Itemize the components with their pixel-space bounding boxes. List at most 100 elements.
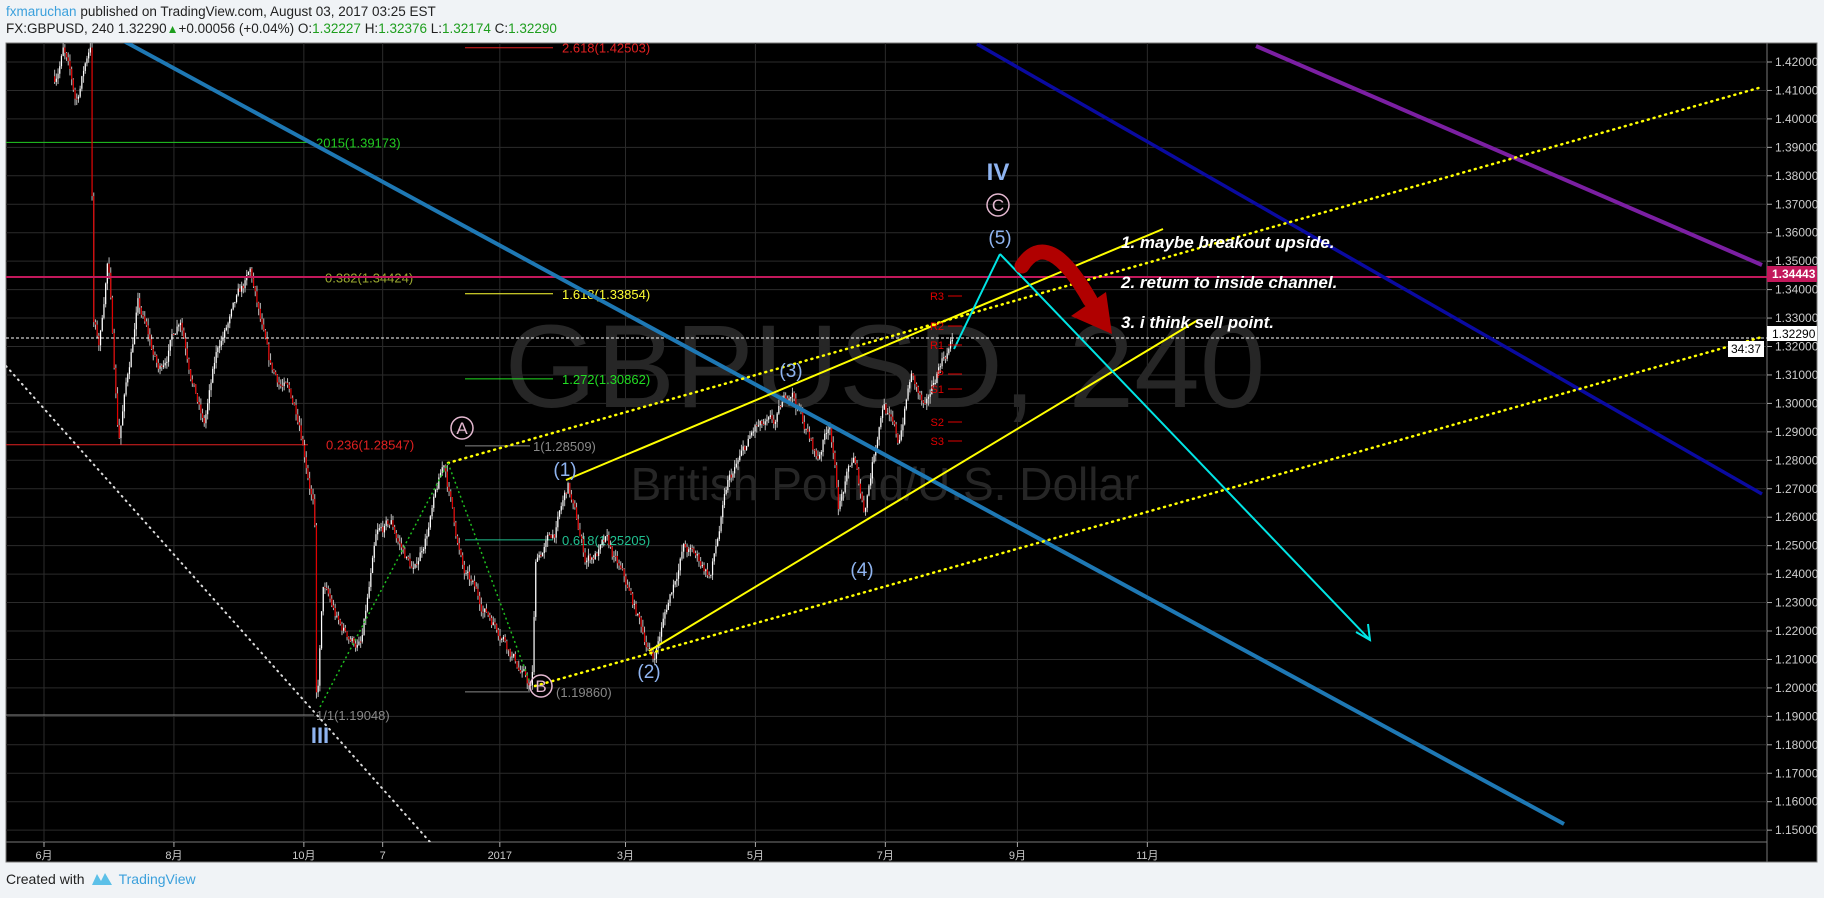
annotation-text[interactable]: 3. i think sell point. xyxy=(1121,313,1274,332)
candle-body xyxy=(489,614,491,619)
candle-body xyxy=(951,339,953,342)
candle-body xyxy=(723,494,726,506)
low-label: L: xyxy=(430,21,443,36)
candle-body xyxy=(382,526,384,533)
candle-body xyxy=(786,398,788,401)
candle-body xyxy=(337,615,340,620)
fib-label: 2.618(1.42503) xyxy=(562,41,650,56)
candle-body xyxy=(570,494,573,500)
candle-body xyxy=(264,330,267,339)
candle-body xyxy=(94,322,97,325)
candle-body xyxy=(538,554,540,558)
projection-down-line[interactable] xyxy=(999,253,1371,641)
candle-body xyxy=(409,558,411,567)
candle-body xyxy=(813,449,816,451)
wave-b-dotted[interactable] xyxy=(447,462,530,681)
candle-body xyxy=(89,47,91,53)
candle-body xyxy=(825,433,828,435)
white-dotted-trendline[interactable] xyxy=(6,365,431,842)
candle-body xyxy=(711,561,714,575)
candle-body xyxy=(732,473,734,478)
candle-body xyxy=(540,554,542,557)
downtrend-line-steelblue[interactable] xyxy=(6,0,1565,826)
candle-body xyxy=(717,539,719,546)
channel-lower-dotted[interactable] xyxy=(533,335,1764,688)
candle-body xyxy=(453,507,455,523)
downtrend-line-purple[interactable] xyxy=(1255,44,1763,267)
candle-body xyxy=(305,457,307,469)
candle-body xyxy=(259,308,261,319)
wave-a-dotted[interactable] xyxy=(319,462,449,708)
candle-body xyxy=(249,268,251,272)
annotation-text[interactable]: 1. maybe breakout upside. xyxy=(1121,233,1335,252)
wave-label-w3: (3) xyxy=(779,361,802,382)
last-price-badge xyxy=(1767,326,1817,341)
candle-body xyxy=(309,478,311,489)
high-label: H: xyxy=(364,21,379,36)
candle-body xyxy=(742,446,744,451)
candle-body xyxy=(745,445,748,450)
candle-body xyxy=(637,613,639,615)
candle-body xyxy=(856,463,858,469)
candle-body xyxy=(754,425,756,432)
candle-body xyxy=(207,403,209,415)
candle-body xyxy=(334,608,336,617)
price-tick-label: 1.25000 xyxy=(1775,539,1819,553)
candle-body xyxy=(460,549,462,556)
time-tick-label: 8月 xyxy=(165,850,182,862)
candle-body xyxy=(332,605,335,609)
candle-body xyxy=(271,362,273,370)
candle-body xyxy=(698,554,700,562)
author-link[interactable]: fxmaruchan xyxy=(6,4,77,19)
candle-body xyxy=(812,438,814,450)
candle-body xyxy=(762,423,765,425)
channel-lower-solid[interactable] xyxy=(648,319,1199,652)
channel-upper-dotted[interactable] xyxy=(446,85,1764,465)
candle-body xyxy=(808,431,811,439)
candle-body xyxy=(766,419,768,422)
tradingview-link[interactable]: TradingView xyxy=(118,871,196,887)
candle-body xyxy=(157,362,159,369)
candle-body xyxy=(176,326,178,334)
candle-body xyxy=(300,425,302,439)
candle-body xyxy=(499,635,501,640)
candle-body xyxy=(909,382,911,389)
candle-body xyxy=(443,465,445,468)
candle-body xyxy=(173,334,175,336)
candle-body xyxy=(266,338,268,345)
candle-body xyxy=(669,594,671,603)
downtrend-line-blue[interactable] xyxy=(976,43,1763,496)
candle-body xyxy=(373,545,375,558)
projection-up-line[interactable] xyxy=(953,253,1001,350)
candle-body xyxy=(844,481,846,493)
annotations[interactable]: 1. maybe breakout upside. 2. return to in… xyxy=(1120,233,1337,332)
candle-body xyxy=(468,571,471,580)
candle-body xyxy=(456,536,459,544)
candle-body xyxy=(455,522,457,537)
candle-body xyxy=(642,626,644,633)
candle-body xyxy=(472,580,474,582)
price-axis[interactable]: 1.42000 1.41000 1.40000 1.39000 1.38000 1.370… xyxy=(1728,55,1819,837)
candle-body xyxy=(632,593,634,605)
level-price-badge-text: 1.34443 xyxy=(1772,267,1816,281)
candle-body xyxy=(536,557,539,562)
candle-body xyxy=(829,427,831,430)
candle-body xyxy=(759,421,761,426)
candle-body xyxy=(858,468,860,484)
price-tick-label: 1.42000 xyxy=(1775,55,1819,69)
time-axis[interactable]: 6月 8月 10月 7 2017 3月 5月 7月 9月 11月 xyxy=(35,842,1159,862)
candle-body xyxy=(390,520,392,525)
candle-body xyxy=(298,422,301,426)
candle-body xyxy=(303,445,306,458)
drawings[interactable] xyxy=(6,0,1767,842)
candle-body xyxy=(830,427,833,443)
candle-body xyxy=(893,421,896,425)
annotation-text[interactable]: 2. return to inside channel. xyxy=(1120,273,1337,292)
close-value: 1.32290 xyxy=(508,21,557,36)
candle-body xyxy=(210,382,212,391)
candle-body xyxy=(159,365,161,369)
candle-body xyxy=(888,413,890,415)
candle-body xyxy=(229,316,231,324)
candle-body xyxy=(74,89,76,99)
